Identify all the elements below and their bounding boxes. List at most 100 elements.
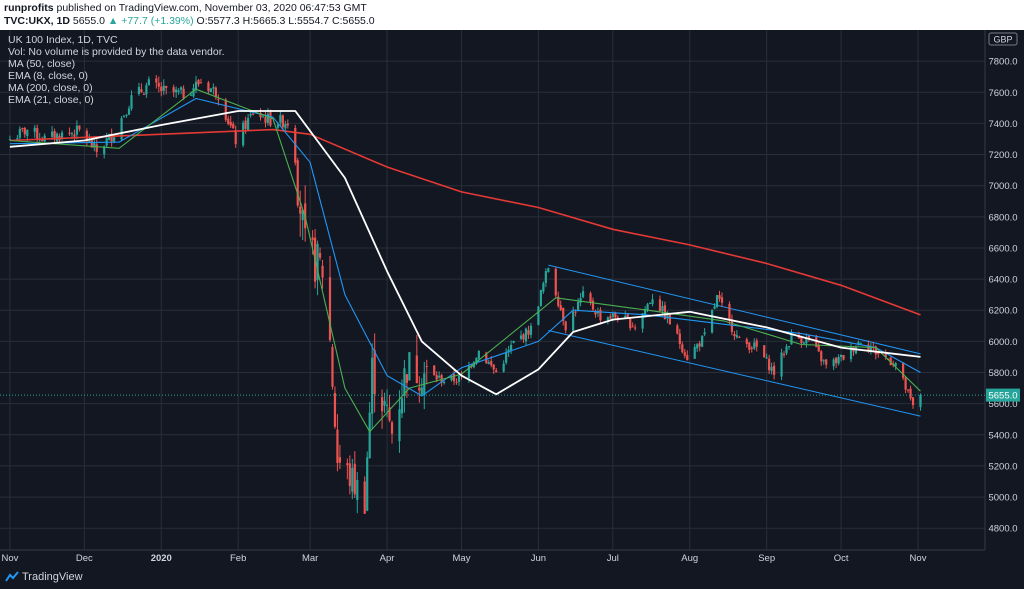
last-price-marker: 5655.0 — [0, 388, 1020, 402]
candle-body — [787, 346, 791, 348]
candle-body — [634, 327, 637, 329]
candle-body — [26, 129, 29, 136]
candle-body — [785, 346, 788, 354]
time-tick-label: Aug — [681, 553, 698, 564]
time-tick-label: Apr — [380, 553, 395, 564]
candle-body — [160, 86, 163, 92]
candle-body — [266, 113, 270, 123]
candle-body — [576, 301, 580, 311]
candle-body — [51, 131, 54, 137]
tradingview-brand[interactable]: TradingView — [22, 571, 83, 583]
legend-ma200[interactable]: MA (200, close, 0) — [8, 82, 93, 94]
high-value: 5665.3 — [253, 15, 286, 27]
candle-body — [425, 366, 428, 368]
candle-body — [641, 313, 644, 329]
candle-body — [574, 311, 577, 313]
currency-badge: GBP — [988, 32, 1018, 46]
candle-body — [782, 353, 786, 355]
candle-body — [199, 82, 203, 84]
time-tick-label: Nov — [910, 553, 927, 564]
candle-body — [718, 295, 721, 299]
candle-body — [599, 309, 602, 321]
candle-body — [629, 317, 632, 329]
time-tick-label: Mar — [302, 553, 318, 564]
legend-ema21[interactable]: EMA (21, close, 0) — [8, 94, 94, 106]
tradingview-logo-icon[interactable] — [5, 571, 19, 583]
candle-body — [773, 365, 776, 375]
time-axis[interactable]: Nov Dec 2020 Feb Mar Apr May Jun Jul Aug Sep Oct Nov — [1, 553, 926, 564]
time-tick-label: May — [453, 553, 471, 564]
legend-ema8[interactable]: EMA (8, close, 0) — [8, 70, 88, 82]
candle-body — [286, 123, 289, 126]
candle-body — [373, 350, 376, 395]
candle-body — [232, 124, 235, 129]
price-axis[interactable]: 4800.0 5000.0 5200.0 5400.0 5600.0 5800.0 6000… — [988, 57, 1017, 535]
candle-body — [839, 354, 843, 357]
ema21-line — [9, 97, 921, 397]
candle-body — [559, 305, 562, 310]
candle-body — [877, 352, 880, 355]
candle-body — [889, 357, 892, 366]
candle-body — [502, 363, 505, 372]
candle-body — [73, 134, 76, 137]
indicator-legend: UK 100 Index, 1D, TVC Vol: No volume is … — [8, 34, 225, 106]
candle-body — [16, 138, 19, 140]
change-value: ▲ +77.7 (+1.39%) — [107, 15, 194, 27]
candle-body — [564, 321, 567, 331]
candle-body — [234, 130, 237, 145]
candle-body — [321, 265, 324, 278]
author-name[interactable]: runprofits — [4, 2, 54, 14]
candle-body — [346, 463, 349, 466]
candle-body — [817, 345, 820, 352]
indicator-lines — [9, 88, 921, 433]
ema8-line — [9, 88, 921, 433]
candle-body — [88, 139, 91, 143]
candle-body — [624, 315, 627, 319]
candle-body — [90, 139, 93, 148]
candle-body — [594, 311, 597, 315]
candle-body — [8, 139, 12, 141]
candle-body — [400, 398, 404, 414]
candle-body — [227, 118, 230, 124]
price-chart[interactable]: 4800.0 5000.0 5200.0 5400.0 5600.0 5800.0 6000… — [0, 30, 1024, 566]
candle-body-last — [919, 395, 922, 408]
time-tick-label: Jun — [531, 553, 546, 564]
candle-body — [609, 316, 612, 319]
candle-body — [703, 332, 706, 335]
candle-body — [180, 87, 183, 90]
open-value: 5577.3 — [207, 15, 240, 27]
price-tick-label: 6600.0 — [988, 243, 1017, 254]
candle-body — [544, 271, 547, 283]
candle-body — [209, 88, 212, 93]
candle-body — [869, 347, 872, 352]
candle-body — [318, 253, 322, 258]
candle-body — [547, 268, 550, 273]
candle-body — [658, 299, 662, 312]
candle-body — [835, 357, 838, 364]
chart-background — [0, 30, 1024, 566]
candle-body — [311, 237, 314, 241]
candle-body — [631, 326, 634, 328]
candle-body — [676, 325, 679, 334]
candle-body — [60, 132, 64, 138]
candle-body — [244, 120, 247, 129]
candle-body — [388, 407, 391, 421]
candle-body — [510, 344, 513, 351]
ma200-line — [9, 128, 921, 316]
candle-body — [651, 299, 654, 305]
candle-body — [281, 115, 284, 128]
candle-body — [140, 89, 143, 93]
close-label: C: — [332, 15, 343, 27]
candle-body — [591, 300, 595, 310]
candle-body — [539, 289, 542, 306]
published-text: published on TradingView.com, November 0… — [56, 2, 367, 14]
candle-body — [366, 457, 369, 511]
candle-body — [606, 317, 609, 321]
legend-ma50[interactable]: MA (50, close) — [8, 58, 76, 70]
candle-body — [247, 117, 250, 130]
candle-body — [492, 364, 495, 370]
open-label: O: — [196, 15, 208, 27]
last-price-tag: 5655.0 — [988, 391, 1017, 402]
candle-body — [666, 314, 669, 319]
legend-title[interactable]: UK 100 Index, 1D, TVC — [8, 34, 118, 46]
